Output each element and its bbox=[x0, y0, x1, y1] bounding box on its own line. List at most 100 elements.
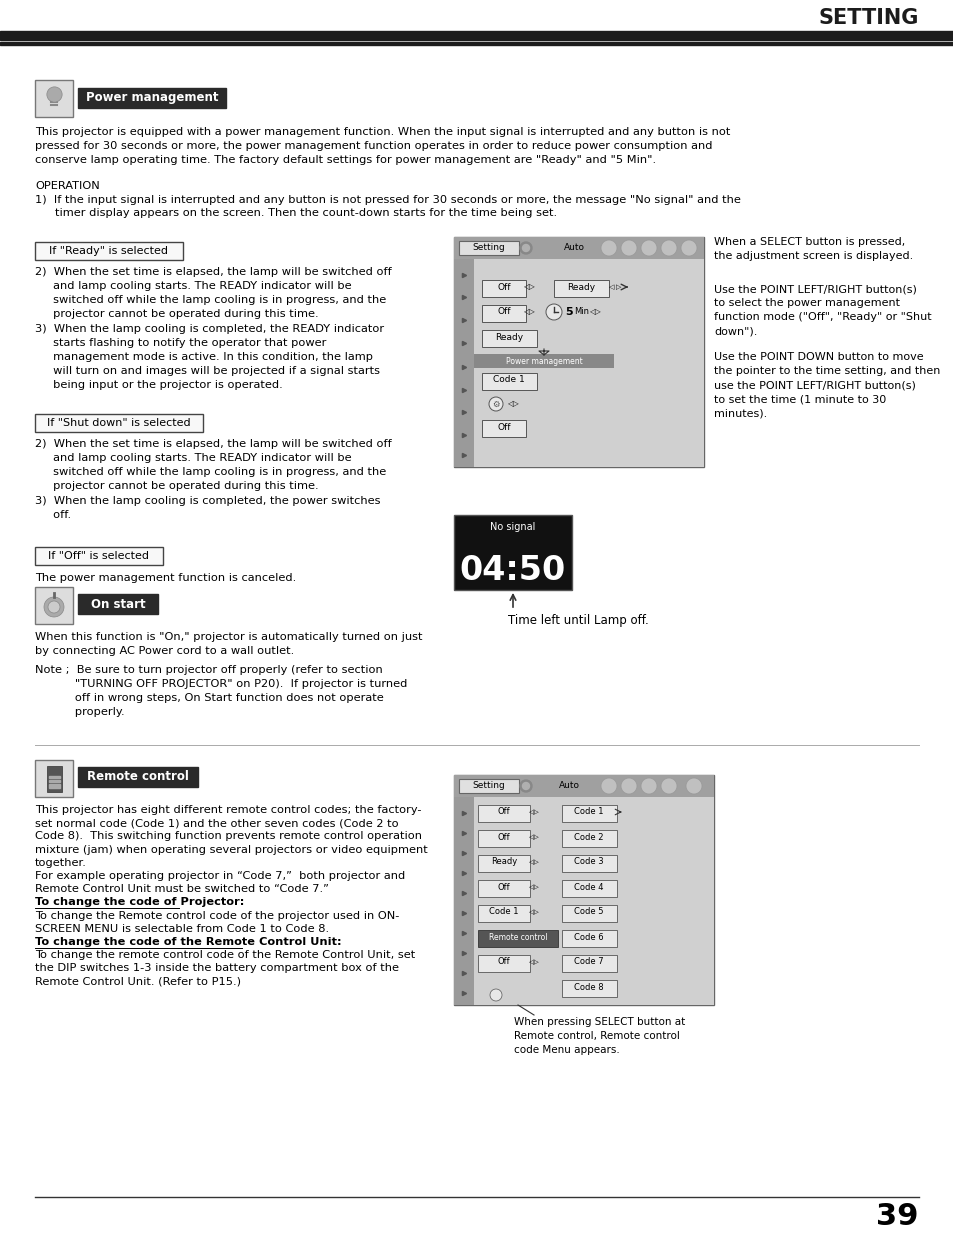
Bar bbox=[474, 259, 703, 467]
Text: Off: Off bbox=[497, 957, 510, 967]
Text: mixture (jam) when operating several projectors or video equipment: mixture (jam) when operating several pro… bbox=[35, 845, 427, 855]
Circle shape bbox=[489, 396, 502, 411]
Text: Use the POINT LEFT/RIGHT button(s)
to select the power management
function mode : Use the POINT LEFT/RIGHT button(s) to se… bbox=[713, 284, 931, 336]
Text: 04:50: 04:50 bbox=[459, 553, 565, 587]
Text: Time left until Lamp off.: Time left until Lamp off. bbox=[507, 614, 648, 627]
Circle shape bbox=[600, 240, 617, 256]
Circle shape bbox=[640, 778, 657, 794]
Bar bbox=[78, 767, 198, 787]
Text: ◁▷: ◁▷ bbox=[528, 884, 538, 890]
Circle shape bbox=[660, 778, 677, 794]
Text: If "Shut down" is selected: If "Shut down" is selected bbox=[47, 417, 191, 429]
Text: Code 3: Code 3 bbox=[574, 857, 603, 867]
Text: To change the code of the Remote Control Unit:: To change the code of the Remote Control… bbox=[35, 937, 341, 947]
Circle shape bbox=[519, 781, 532, 792]
Text: Code 1: Code 1 bbox=[574, 808, 603, 816]
Text: timer display appears on the screen. Then the count-down starts for the time bei: timer display appears on the screen. The… bbox=[55, 207, 557, 219]
Text: Off: Off bbox=[497, 422, 510, 431]
Text: Setting: Setting bbox=[472, 782, 505, 790]
Text: Off: Off bbox=[497, 883, 510, 892]
Circle shape bbox=[620, 778, 637, 794]
Bar bbox=[454, 237, 703, 467]
Text: To change the Remote control code of the projector used in ON-: To change the Remote control code of the… bbox=[35, 910, 399, 920]
Text: Code 5: Code 5 bbox=[574, 908, 603, 916]
Text: This projector is equipped with a power management function. When the input sign: This projector is equipped with a power … bbox=[35, 127, 730, 165]
Text: 2)  When the set time is elapsed, the lamp will be switched off
     and lamp co: 2) When the set time is elapsed, the lam… bbox=[35, 267, 392, 390]
Text: Auto: Auto bbox=[563, 243, 584, 252]
Bar bbox=[35, 242, 183, 261]
Text: When this function is "On," projector is automatically turned on just
by connect: When this function is "On," projector is… bbox=[35, 632, 422, 656]
Text: Use the POINT DOWN button to move
the pointer to the time setting, and then
use : Use the POINT DOWN button to move the po… bbox=[713, 352, 940, 417]
Circle shape bbox=[519, 242, 532, 254]
Bar bbox=[0, 42, 953, 44]
Text: No signal: No signal bbox=[490, 522, 536, 532]
Text: Power management: Power management bbox=[505, 357, 581, 366]
Text: Remote Control Unit. (Refer to P15.): Remote Control Unit. (Refer to P15.) bbox=[35, 977, 241, 987]
Text: Remote control: Remote control bbox=[488, 932, 547, 941]
Bar bbox=[481, 280, 525, 296]
Bar bbox=[481, 330, 537, 347]
Bar bbox=[0, 31, 953, 40]
Circle shape bbox=[490, 989, 501, 1002]
Text: ◁▷: ◁▷ bbox=[523, 283, 536, 291]
Text: On start: On start bbox=[91, 598, 145, 610]
Bar bbox=[477, 855, 530, 872]
Text: Off: Off bbox=[497, 808, 510, 816]
Text: Code 1: Code 1 bbox=[489, 908, 518, 916]
Bar bbox=[454, 259, 474, 467]
Bar bbox=[477, 881, 530, 897]
Bar bbox=[477, 805, 530, 823]
Bar bbox=[454, 776, 713, 1005]
Circle shape bbox=[545, 304, 561, 320]
Bar bbox=[35, 760, 73, 797]
Bar bbox=[481, 305, 525, 322]
Text: Code 4: Code 4 bbox=[574, 883, 603, 892]
Bar bbox=[477, 955, 530, 972]
Bar bbox=[561, 881, 617, 897]
Circle shape bbox=[44, 597, 64, 618]
Bar bbox=[49, 784, 60, 788]
Text: Setting: Setting bbox=[472, 243, 505, 252]
Bar bbox=[474, 797, 713, 1005]
Bar bbox=[454, 515, 572, 590]
Text: Auto: Auto bbox=[558, 782, 578, 790]
Text: Code 6: Code 6 bbox=[574, 932, 603, 941]
Bar bbox=[78, 88, 226, 107]
Text: ◁▷: ◁▷ bbox=[590, 308, 601, 316]
Bar bbox=[35, 80, 73, 117]
Bar bbox=[35, 587, 73, 624]
Text: To change the code of Projector:: To change the code of Projector: bbox=[35, 898, 244, 908]
Text: together.: together. bbox=[35, 858, 87, 868]
Text: Code 8: Code 8 bbox=[574, 983, 603, 992]
Text: 39: 39 bbox=[876, 1202, 918, 1231]
Bar bbox=[78, 594, 158, 614]
Circle shape bbox=[48, 601, 60, 613]
Text: This projector has eight different remote control codes; the factory-: This projector has eight different remot… bbox=[35, 805, 421, 815]
Circle shape bbox=[620, 240, 637, 256]
Text: ▷: ▷ bbox=[616, 284, 621, 290]
Bar bbox=[561, 955, 617, 972]
Bar bbox=[481, 373, 537, 390]
Bar bbox=[477, 905, 530, 923]
Text: set normal code (Code 1) and the other seven codes (Code 2 to: set normal code (Code 1) and the other s… bbox=[35, 819, 398, 829]
Circle shape bbox=[660, 240, 677, 256]
Bar bbox=[454, 797, 474, 1005]
Text: Min: Min bbox=[574, 308, 589, 316]
Circle shape bbox=[600, 778, 617, 794]
Bar bbox=[561, 981, 617, 997]
Text: Ready: Ready bbox=[491, 857, 517, 867]
Bar bbox=[47, 766, 62, 792]
Circle shape bbox=[522, 245, 529, 252]
Text: If "Ready" is selected: If "Ready" is selected bbox=[50, 246, 169, 256]
Circle shape bbox=[640, 240, 657, 256]
Circle shape bbox=[685, 778, 701, 794]
Circle shape bbox=[680, 240, 697, 256]
Text: When a SELECT button is pressed,
the adjustment screen is displayed.: When a SELECT button is pressed, the adj… bbox=[713, 237, 912, 261]
Bar bbox=[454, 776, 713, 797]
Text: Code 7: Code 7 bbox=[574, 957, 603, 967]
Text: ◁▷: ◁▷ bbox=[528, 909, 538, 915]
Bar bbox=[458, 779, 518, 793]
Bar bbox=[477, 930, 558, 947]
Text: 1)  If the input signal is interrupted and any button is not pressed for 30 seco: 1) If the input signal is interrupted an… bbox=[35, 195, 740, 205]
Bar bbox=[477, 830, 530, 847]
